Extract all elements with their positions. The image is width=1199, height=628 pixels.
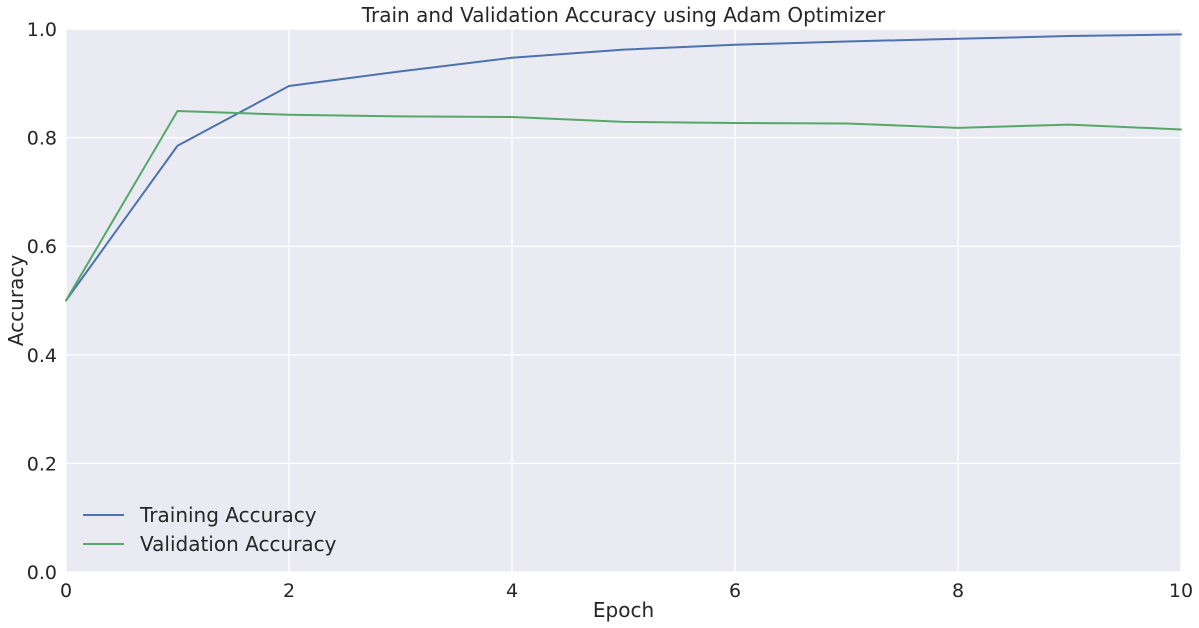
y-tick-label: 0.2 xyxy=(27,453,57,475)
legend: Training Accuracy Validation Accuracy xyxy=(83,503,337,556)
x-tick-label: 0 xyxy=(60,580,72,602)
y-tick-label: 0.4 xyxy=(27,345,57,367)
y-axis-label: Accuracy xyxy=(4,255,28,346)
series-line-validation xyxy=(65,109,1182,302)
y-tick-label: 0.8 xyxy=(27,128,57,150)
legend-label-validation: Validation Accuracy xyxy=(140,532,337,556)
x-axis-label: Epoch xyxy=(593,598,654,622)
y-tick-label: 0.0 xyxy=(27,562,57,584)
grid-lines xyxy=(65,28,1182,573)
legend-label-training: Training Accuracy xyxy=(139,503,317,527)
x-tick-label: 8 xyxy=(952,580,964,602)
series-line-training xyxy=(65,33,1182,302)
x-tick-label: 2 xyxy=(283,580,295,602)
tick-labels: 0 2 4 6 8 10 0.0 0.2 0.4 0.6 0.8 1.0 xyxy=(27,19,1193,602)
x-tick-label: 4 xyxy=(506,580,518,602)
x-tick-label: 10 xyxy=(1169,580,1193,602)
chart-title: Train and Validation Accuracy using Adam… xyxy=(361,3,886,27)
series-lines xyxy=(65,33,1182,302)
y-tick-label: 0.6 xyxy=(27,236,57,258)
plot-area xyxy=(66,29,1181,572)
y-tick-label: 1.0 xyxy=(27,19,57,41)
x-tick-label: 6 xyxy=(729,580,741,602)
